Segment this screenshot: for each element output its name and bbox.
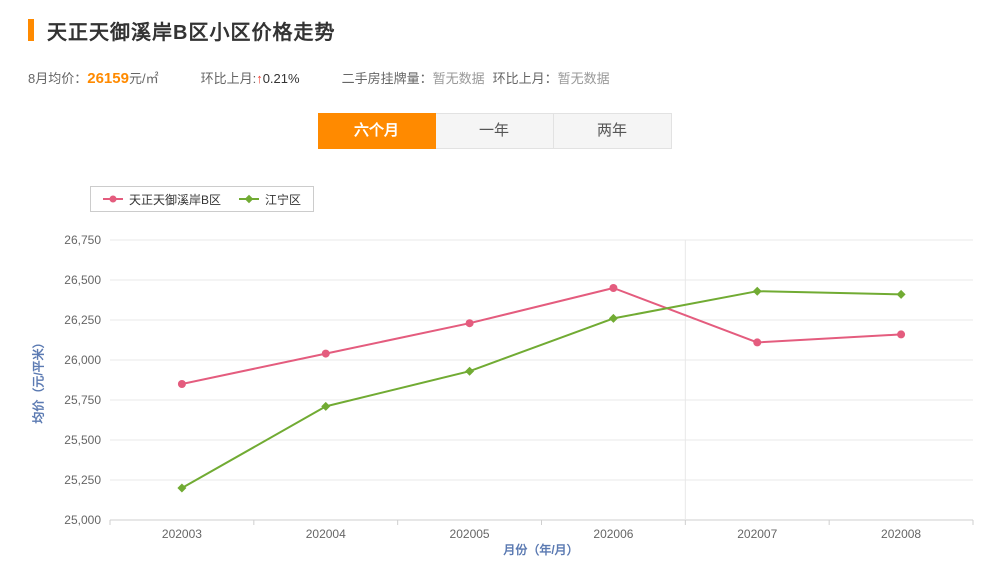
line-diamond-marker-icon (239, 194, 260, 204)
svg-text:26,750: 26,750 (64, 233, 101, 247)
svg-text:26,500: 26,500 (64, 273, 101, 287)
up-arrow-icon: ↑ (256, 71, 263, 86)
mom-change-stat: 环比上月:↑0.21% (201, 68, 300, 87)
listing-mom-value: 暂无数据 (557, 71, 610, 86)
period-tabs: 六个月 一年 两年 (0, 113, 989, 149)
page-title: 天正天御溪岸B区小区价格走势 (47, 21, 336, 44)
mom-change-value: 0.21% (262, 71, 300, 86)
avg-price-stat: 8月均价：26159元/㎡ (28, 68, 159, 87)
marker-dot (244, 194, 254, 204)
mom-change-label: 环比上月: (200, 71, 257, 86)
listing-stat: 二手房挂牌量：暂无数据 环比上月：暂无数据 (342, 68, 610, 87)
listing-value: 暂无数据 (432, 71, 485, 86)
svg-text:202008: 202008 (881, 527, 921, 541)
legend-item-district[interactable]: 江宁区 (239, 191, 301, 208)
y-axis-title: 均价（元/平米） (31, 336, 46, 424)
tab-one-year[interactable]: 一年 (435, 113, 554, 149)
line-circle-marker-icon (103, 195, 123, 203)
price-trend-chart: 25,000 25,250 25,500 25,750 26,000 26,250 26,5… (0, 225, 989, 565)
listing-mom-label: 环比上月： (492, 71, 558, 86)
svg-text:25,000: 25,000 (64, 513, 101, 527)
svg-text:202004: 202004 (306, 527, 346, 541)
avg-price-value: 26159 (87, 70, 129, 87)
x-axis-title: 月份（年/月） (503, 543, 579, 557)
svg-text:26,000: 26,000 (64, 353, 101, 367)
title-accent-bar (28, 19, 34, 41)
stats-row: 8月均价：26159元/㎡ 环比上月:↑0.21% 二手房挂牌量：暂无数据 环比上… (28, 68, 989, 88)
tab-two-years[interactable]: 两年 (553, 113, 672, 149)
svg-text:202007: 202007 (737, 527, 777, 541)
svg-text:26,250: 26,250 (64, 313, 101, 327)
avg-price-label: 8月均价： (28, 71, 88, 86)
legend-label-district: 江宁区 (265, 192, 302, 207)
svg-text:202006: 202006 (593, 527, 633, 541)
chart-legend: 天正天御溪岸B区 江宁区 (90, 186, 315, 212)
marker-dot (109, 195, 117, 203)
legend-item-community[interactable]: 天正天御溪岸B区 (103, 191, 221, 208)
svg-text:25,750: 25,750 (64, 393, 101, 407)
tab-six-months[interactable]: 六个月 (317, 113, 436, 149)
legend-label-community: 天正天御溪岸B区 (129, 192, 222, 207)
svg-text:25,500: 25,500 (64, 433, 101, 447)
chart-canvas[interactable]: 25,000 25,250 25,500 25,750 26,000 26,250 26,5… (0, 225, 989, 565)
svg-text:202003: 202003 (162, 527, 202, 541)
avg-price-unit: 元/㎡ (128, 71, 159, 86)
page-header: 天正天御溪岸B区小区价格走势 (0, 0, 989, 44)
listing-label: 二手房挂牌量： (341, 71, 433, 86)
svg-text:25,250: 25,250 (64, 473, 101, 487)
legend-row: 天正天御溪岸B区 江宁区 (90, 186, 989, 212)
svg-text:202005: 202005 (450, 527, 490, 541)
